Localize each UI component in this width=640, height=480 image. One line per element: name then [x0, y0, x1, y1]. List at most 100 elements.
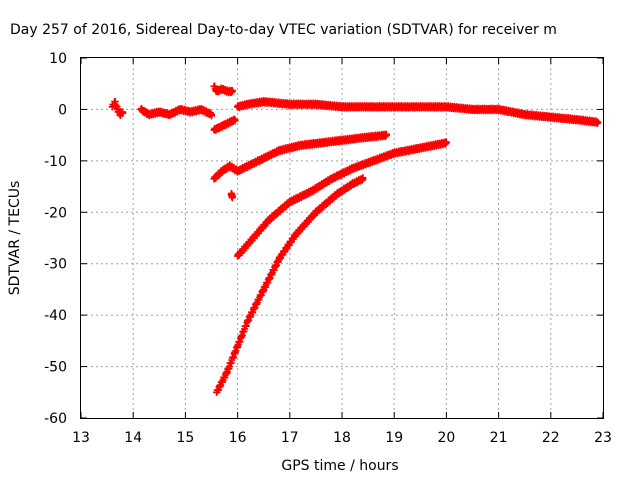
data-point: [495, 105, 503, 113]
data-point: [210, 175, 218, 183]
data-point: [338, 103, 346, 111]
data-point: [312, 208, 320, 216]
series-arc-1: [108, 98, 127, 120]
data-point: [364, 103, 372, 111]
data-point: [275, 255, 283, 263]
x-tick-label: 21: [490, 430, 508, 446]
data-point: [234, 167, 242, 175]
data-point: [210, 126, 218, 134]
data-point: [348, 165, 356, 173]
data-point: [210, 82, 218, 90]
data-point: [111, 98, 119, 106]
data-point: [348, 180, 356, 188]
data-point: [108, 103, 116, 111]
y-tick-label: -50: [44, 360, 67, 376]
data-point: [382, 131, 390, 139]
y-tick-label: -20: [44, 205, 67, 221]
data-point: [218, 85, 226, 93]
x-axis-ticks: 13 14 15 16 17 18 19 20 21 22 23: [72, 58, 612, 446]
data-point: [260, 154, 268, 162]
x-tick-label: 19: [385, 430, 403, 446]
y-tick-label: 10: [49, 51, 67, 67]
data-point: [226, 118, 234, 126]
data-point: [275, 147, 283, 155]
grid-lines: [81, 58, 603, 418]
x-tick-label: 16: [229, 430, 247, 446]
data-point: [208, 111, 215, 119]
data-point: [234, 103, 242, 111]
data-point: [286, 198, 294, 206]
series-arc-2: [137, 105, 215, 120]
data-point: [234, 342, 242, 350]
data-point: [197, 105, 205, 113]
data-point: [265, 216, 273, 224]
x-tick-label: 17: [281, 430, 299, 446]
data-point: [416, 144, 424, 152]
data-point: [317, 139, 325, 147]
data-point: [114, 105, 122, 113]
data-point: [244, 100, 252, 108]
data-point: [218, 167, 226, 175]
data-point: [333, 190, 341, 198]
data-point: [213, 87, 221, 95]
plot-frame: [80, 57, 604, 419]
data-point: [244, 162, 252, 170]
data-point: [221, 121, 229, 129]
data-point: [137, 105, 145, 113]
data-point: [215, 123, 223, 131]
data-point: [296, 141, 304, 149]
data-point: [119, 108, 127, 116]
y-axis-ticks: 10 0 -10 -20 -30 -40 -50 -60: [44, 51, 603, 427]
series-arc-4: [210, 115, 239, 134]
data-point: [291, 231, 299, 239]
x-tick-label: 22: [542, 430, 560, 446]
series-arc-6: [210, 130, 390, 183]
y-tick-label: -40: [44, 308, 67, 324]
data-point: [594, 118, 602, 126]
data-point: [223, 368, 231, 376]
data-point: [228, 193, 236, 201]
data-point: [369, 157, 377, 165]
x-tick-label: 13: [72, 430, 90, 446]
x-axis-label: GPS time / hours: [281, 458, 398, 474]
data-point: [166, 111, 174, 119]
data-point: [231, 116, 239, 124]
data-point: [260, 98, 268, 106]
data-point: [390, 103, 398, 111]
y-tick-label: 0: [58, 102, 67, 118]
series-arc-3: [210, 82, 236, 97]
chart-title: Day 257 of 2016, Sidereal Day-to-day VTE…: [10, 22, 557, 38]
data-point: [328, 175, 336, 183]
x-tick-label: 20: [437, 430, 455, 446]
data-point: [286, 100, 294, 108]
x-tick-label: 14: [124, 430, 142, 446]
data-point: [521, 111, 529, 119]
data-point: [226, 162, 234, 170]
x-tick-label: 23: [594, 430, 612, 446]
data-point: [312, 100, 320, 108]
data-point: [442, 103, 450, 111]
data-point: [469, 105, 476, 113]
data-point: [155, 108, 163, 116]
data-point: [244, 316, 252, 324]
data-point: [234, 252, 242, 260]
series-arc-8: [213, 174, 367, 396]
data-point: [390, 149, 398, 157]
data-point: [187, 108, 195, 116]
y-tick-label: -30: [44, 257, 67, 273]
x-tick-label: 18: [333, 430, 351, 446]
y-tick-label: -10: [44, 154, 67, 170]
data-point: [307, 188, 315, 196]
data-point: [442, 139, 450, 147]
data-point: [260, 285, 268, 293]
data-point: [145, 111, 153, 119]
series-arc-5: [234, 97, 602, 127]
data-point: [547, 113, 555, 121]
data-point: [359, 175, 367, 183]
series-arc-7: [234, 138, 450, 260]
x-tick-label: 15: [176, 430, 194, 446]
data-point: [416, 103, 424, 111]
data-point: [359, 134, 367, 142]
data-point: [338, 136, 346, 144]
